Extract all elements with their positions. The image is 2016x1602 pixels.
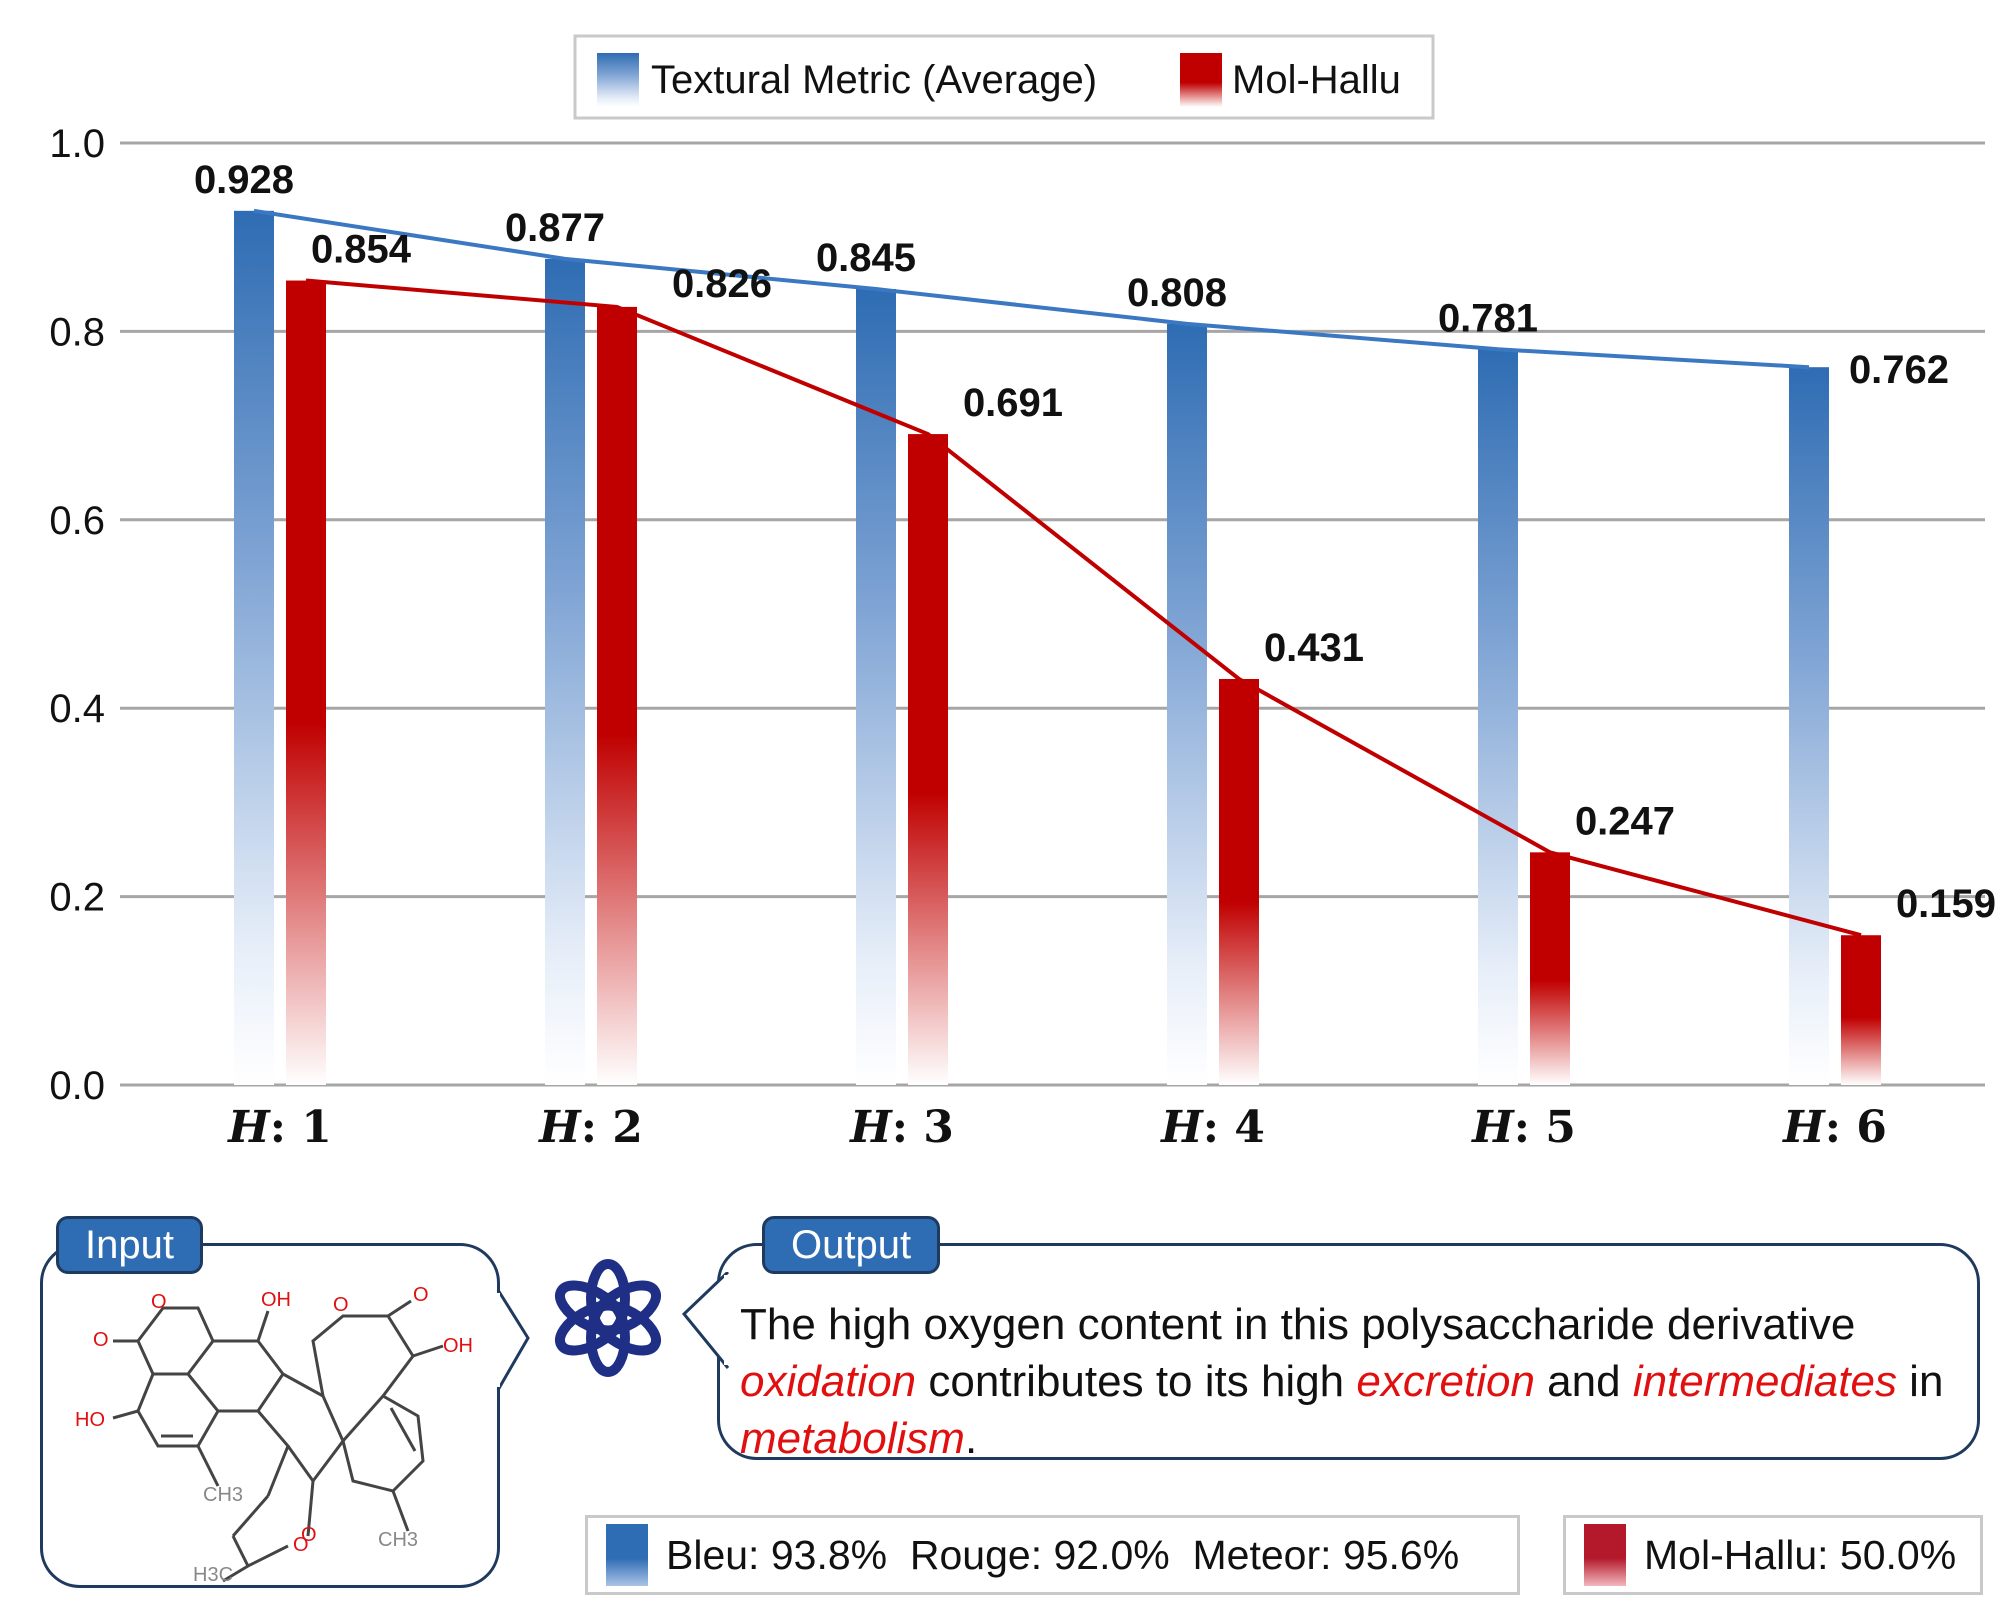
atom-label: HO [75, 1409, 105, 1431]
input-panel: O OH O O OH O HO CH3 O CH3 O H3C [40, 1243, 500, 1588]
legend-box [573, 34, 1435, 120]
atom-label: O [293, 1534, 309, 1556]
bar-textural [1789, 367, 1829, 1085]
bar-textural [1167, 323, 1207, 1085]
bars [234, 210, 1881, 1086]
value-label-hallu: 0.431 [1264, 626, 1364, 670]
bar-hallu [1219, 678, 1259, 1085]
molecule-structure-icon: O OH O O OH O HO CH3 O CH3 O H3C [75, 1284, 473, 1585]
atom-label: O [93, 1329, 109, 1351]
bar-hallu [1841, 935, 1881, 1085]
y-tick-label: 0.2 [49, 876, 105, 920]
series-line-hallu [305, 278, 1862, 938]
value-label-textural: 0.845 [816, 236, 916, 280]
y-tick-label: 1.0 [49, 122, 105, 166]
output-text-segment: . [964, 1414, 978, 1463]
metrics-text: Bleu: 93.8% Rouge: 92.0% Meteor: 95.6% [666, 1531, 1460, 1578]
series-line-textural [253, 208, 1810, 370]
value-label-hallu: 0.159 [1896, 882, 1996, 926]
bar-textural [856, 289, 896, 1085]
x-tick-label: H: 5 [1470, 1102, 1576, 1153]
highlighted-term: metabolism [740, 1414, 965, 1463]
legend-label-hallu: Mol-Hallu [1232, 58, 1401, 102]
legend-swatch-textural [597, 53, 639, 107]
output-text-segment: in [1896, 1357, 1944, 1406]
x-tick-label: H: 6 [1781, 1102, 1887, 1153]
highlighted-term: intermediates [1632, 1357, 1897, 1406]
atom-label: O [333, 1294, 349, 1316]
y-tick-label: 0.0 [49, 1064, 105, 1108]
input-bubble-tail [496, 1290, 530, 1391]
atom-label: CH3 [378, 1529, 418, 1551]
x-tick-label: H: 4 [1159, 1102, 1265, 1153]
hallu-text: Mol-Hallu: 50.0% [1644, 1531, 1957, 1578]
bar-hallu [597, 306, 637, 1086]
value-labels: 0.928 0.854 0.877 0.826 0.845 0.691 0.808 0.431… [194, 158, 1996, 926]
atom-label: O [301, 1524, 317, 1546]
openai-logo-icon [555, 1259, 661, 1377]
value-label-textural: 0.781 [1438, 296, 1538, 340]
bar-hallu [1530, 852, 1570, 1085]
bar-textural [1478, 349, 1518, 1086]
output-text-segment: and [1534, 1357, 1633, 1406]
output-text-segment: contributes to its high [916, 1357, 1357, 1406]
highlighted-term: excretion [1356, 1357, 1535, 1406]
y-tick-label: 0.4 [49, 687, 105, 731]
series-lines [253, 208, 1862, 938]
bar-hallu [286, 280, 326, 1086]
x-tick-label: H: 3 [848, 1102, 954, 1153]
hallu-swatch [1584, 1524, 1626, 1586]
output-text-segment: The high oxygen content in this polysacc… [740, 1300, 1856, 1349]
legend-swatch-hallu [1180, 53, 1222, 107]
atom-label: OH [261, 1289, 291, 1311]
atom-label: H3C [193, 1564, 233, 1585]
atom-label: O [151, 1291, 167, 1313]
value-label-hallu: 0.854 [311, 228, 412, 272]
x-axis-labels: H: 1 H: 2 H: 3 H: 4 H: 5 H: 6 [226, 1102, 1887, 1153]
value-label-hallu: 0.247 [1575, 799, 1675, 843]
input-tag: Input [56, 1216, 203, 1274]
metrics-swatch [606, 1524, 648, 1586]
hallu-box: Mol-Hallu: 50.0% [1563, 1515, 1983, 1595]
y-tick-label: 0.8 [49, 310, 105, 354]
output-panel [717, 1243, 1980, 1460]
value-label-textural: 0.928 [194, 158, 294, 202]
y-axis-ticks: 0.0 0.2 0.4 0.6 0.8 1.0 [49, 122, 105, 1108]
bar-hallu [908, 434, 948, 1085]
x-tick-label: H: 2 [537, 1102, 643, 1153]
value-label-textural: 0.762 [1849, 348, 1949, 392]
y-tick-label: 0.6 [49, 499, 105, 543]
atom-label: CH3 [203, 1484, 243, 1506]
atom-label: O [413, 1284, 429, 1306]
output-tag: Output [762, 1216, 941, 1274]
bar-textural [234, 210, 274, 1086]
legend: Textural Metric (Average) Mol-Hallu [573, 34, 1435, 120]
x-tick-label: H: 1 [226, 1102, 332, 1153]
value-label-hallu: 0.691 [963, 381, 1063, 425]
legend-label-textural: Textural Metric (Average) [651, 58, 1097, 102]
output-bubble-tail [681, 1272, 730, 1369]
value-label-hallu: 0.826 [672, 262, 772, 306]
value-label-textural: 0.808 [1127, 271, 1227, 315]
value-label-textural: 0.877 [505, 206, 605, 250]
atom-label: OH [443, 1335, 473, 1357]
metrics-box: Bleu: 93.8% Rouge: 92.0% Meteor: 95.6% [585, 1515, 1520, 1595]
gridlines [120, 141, 1985, 1087]
bar-textural [545, 258, 585, 1086]
highlighted-term: oxidation [740, 1357, 917, 1406]
output-text: The high oxygen content in this polysacc… [740, 1296, 1970, 1467]
